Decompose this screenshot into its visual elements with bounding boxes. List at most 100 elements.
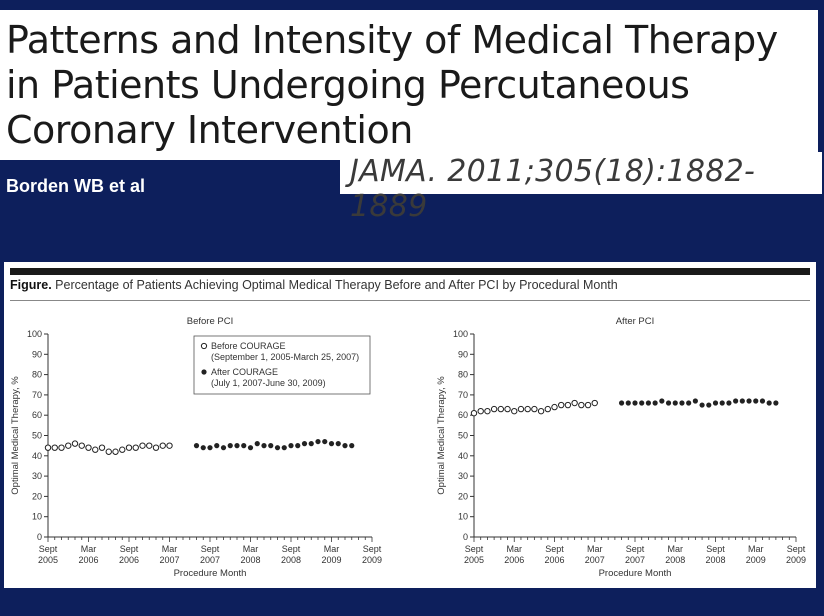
point-after-courage xyxy=(295,443,301,449)
point-before-courage xyxy=(92,446,99,453)
y-tick-label: 70 xyxy=(32,390,42,400)
point-before-courage xyxy=(132,444,139,451)
figure-panel: Figure. Percentage of Patients Achieving… xyxy=(4,262,816,588)
x-tick-label-month: Sept xyxy=(465,544,484,554)
point-before-courage xyxy=(584,401,592,409)
point-after-courage xyxy=(739,398,745,404)
point-after-courage xyxy=(692,398,698,404)
point-before-courage xyxy=(477,407,484,415)
point-after-courage xyxy=(726,400,732,406)
point-before-courage xyxy=(484,407,491,415)
chart-after-pci: After PCI 0 10 20 30 40 50 60 70 80 90 100 Optimal M… xyxy=(436,316,806,579)
x-tick-label-month: Sept xyxy=(706,544,725,554)
point-after-courage xyxy=(645,400,652,406)
x-tick-label-month: Mar xyxy=(587,544,603,554)
point-before-courage xyxy=(152,444,160,451)
point-after-courage xyxy=(349,443,355,449)
y-tick-label: 30 xyxy=(32,471,42,481)
point-before-courage xyxy=(551,403,558,411)
point-after-courage xyxy=(342,443,348,449)
point-after-courage xyxy=(308,441,314,447)
x-axis-label: Procedure Month xyxy=(174,568,247,579)
figure-caption: Figure. Percentage of Patients Achieving… xyxy=(10,278,810,292)
point-before-courage xyxy=(139,442,146,449)
point-before-courage xyxy=(578,401,585,409)
x-tick-label-month: Mar xyxy=(507,544,523,554)
point-before-courage xyxy=(51,444,58,451)
x-tick-label-month: Mar xyxy=(748,544,764,554)
point-after-courage xyxy=(659,398,665,404)
point-before-courage xyxy=(511,407,518,415)
x-tick-label-year: 2006 xyxy=(119,555,139,565)
point-after-courage xyxy=(686,400,692,406)
point-before-courage xyxy=(564,401,572,409)
point-after-courage xyxy=(665,400,672,406)
point-before-courage xyxy=(504,405,511,413)
title-panel: Patterns and Intensity of Medical Therap… xyxy=(0,10,818,160)
chart-title: After PCI xyxy=(616,316,655,327)
y-axis-label: Optimal Medical Therapy, % xyxy=(436,376,447,495)
x-tick-label-year: 2009 xyxy=(746,555,766,565)
y-tick-label: 60 xyxy=(458,410,468,420)
point-before-courage xyxy=(119,446,126,453)
y-tick-label: 40 xyxy=(458,451,468,461)
x-tick-label-month: Mar xyxy=(243,544,259,554)
point-before-courage xyxy=(497,405,505,413)
y-tick-label: 0 xyxy=(463,532,468,542)
legend-before-range: (September 1, 2005-March 25, 2007) xyxy=(211,352,359,362)
point-after-courage xyxy=(301,441,308,447)
point-before-courage xyxy=(125,444,133,451)
x-tick-label-year: 2006 xyxy=(504,555,524,565)
point-before-courage xyxy=(159,442,166,449)
point-before-courage xyxy=(78,442,85,449)
point-before-courage xyxy=(98,444,106,451)
point-after-courage xyxy=(315,438,321,445)
x-tick-label-month: Sept xyxy=(120,544,139,554)
x-tick-label-month: Mar xyxy=(324,544,340,554)
x-tick-label-year: 2009 xyxy=(786,555,806,565)
point-after-courage xyxy=(733,398,739,404)
point-after-courage xyxy=(227,443,233,449)
x-tick-label-month: Sept xyxy=(545,544,564,554)
citation: JAMA. 2011;305(18):1882-1889 xyxy=(350,154,756,224)
x-tick-label-year: 2008 xyxy=(705,555,725,565)
y-tick-label: 80 xyxy=(458,370,468,380)
point-before-courage xyxy=(591,399,598,407)
point-before-courage xyxy=(517,405,525,413)
x-tick-label-year: 2005 xyxy=(38,555,58,565)
point-before-courage xyxy=(85,444,92,451)
x-tick-label-year: 2007 xyxy=(200,555,220,565)
point-after-courage xyxy=(220,445,227,451)
y-tick-label: 80 xyxy=(32,370,42,380)
point-before-courage xyxy=(531,405,538,413)
point-after-courage xyxy=(712,400,719,406)
charts-svg: Before PCI0102030405060708090100Optimal … xyxy=(10,316,806,579)
point-before-courage xyxy=(58,444,65,451)
point-after-courage xyxy=(207,445,213,451)
citation-box: JAMA. 2011;305(18):1882-1889 xyxy=(340,152,822,224)
point-before-courage xyxy=(537,407,545,415)
author-label: Borden WB et al xyxy=(6,176,146,196)
x-tick-label-month: Mar xyxy=(668,544,684,554)
legend-after-range: (July 1, 2007-June 30, 2009) xyxy=(211,378,326,388)
x-axis-label: Procedure Month xyxy=(599,568,672,579)
point-before-courage xyxy=(105,448,112,455)
y-tick-label: 30 xyxy=(458,471,468,481)
x-tick-label-month: Mar xyxy=(162,544,178,554)
point-after-courage xyxy=(234,443,240,449)
x-tick-label-year: 2007 xyxy=(585,555,605,565)
y-tick-label: 50 xyxy=(458,431,468,441)
legend-open-marker xyxy=(200,342,208,350)
x-tick-label-year: 2005 xyxy=(464,555,484,565)
point-before-courage xyxy=(524,405,531,413)
y-tick-label: 70 xyxy=(458,390,468,400)
x-tick-label-year: 2007 xyxy=(625,555,645,565)
y-tick-label: 10 xyxy=(458,512,468,522)
point-before-courage xyxy=(470,409,478,417)
point-before-courage xyxy=(44,444,52,451)
point-after-courage xyxy=(766,400,772,406)
point-after-courage xyxy=(288,443,294,449)
point-after-courage xyxy=(254,441,260,447)
point-after-courage xyxy=(639,400,645,406)
point-after-courage xyxy=(274,445,281,451)
